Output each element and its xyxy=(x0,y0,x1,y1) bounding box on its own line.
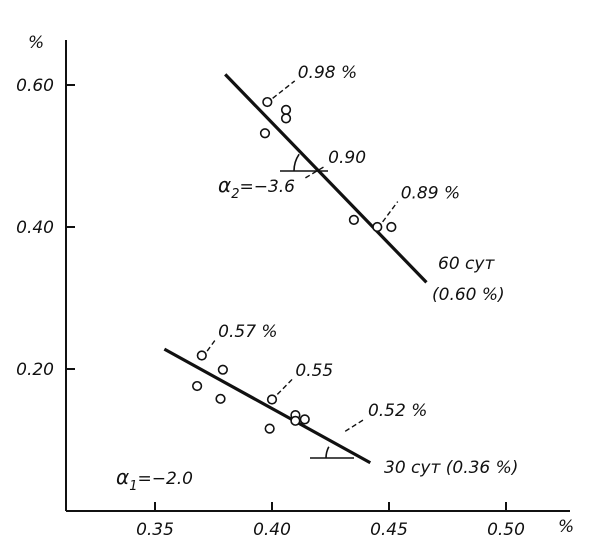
x-ticks: 0.35 0.40 0.45 0.50 xyxy=(136,502,525,540)
series-0-point-3 xyxy=(259,128,271,139)
series-1-slope-symbol: α xyxy=(116,465,129,489)
series-0-end-label-1: 60 сут xyxy=(438,254,495,274)
series-1: 0.57 % 0.55 0.52 % α1=−2.0 30 сут (0.36 %) xyxy=(116,322,518,494)
x-tick-label-1: 0.40 xyxy=(253,520,291,540)
y-tick-label-1: 0.40 xyxy=(16,218,54,238)
series-1-fit-line xyxy=(163,347,372,465)
y-tick-label-2: 0.60 xyxy=(16,76,54,96)
series-0-slope-symbol: α xyxy=(218,173,231,197)
series-1-slope-subscript: 1 xyxy=(129,479,137,494)
y-axis: 0.20 0.40 0.60 % xyxy=(16,33,75,511)
series-1-point-3 xyxy=(215,393,226,404)
series-layer: 0.98 %0.900.89 %α2=−3.660 сут(0.60 %)0.5… xyxy=(116,63,518,494)
series-1-label-leader-1 xyxy=(276,378,293,395)
y-ticks: 0.20 0.40 0.60 xyxy=(16,76,75,380)
series-1-point-4 xyxy=(266,394,278,405)
series-1-angle-arc xyxy=(325,446,330,459)
series-0-point-2 xyxy=(280,113,292,124)
x-axis: 0.35 0.40 0.45 0.50 % xyxy=(66,502,574,540)
series-1-point-0 xyxy=(196,350,207,361)
series-0-point-1 xyxy=(280,104,292,115)
series-0-point-6 xyxy=(386,221,397,233)
y-axis-label: % xyxy=(28,33,44,53)
series-0-point-label-1: 0.90 xyxy=(328,148,366,168)
series-0-label-leader-2 xyxy=(382,201,399,223)
series-0-fit-line xyxy=(224,73,428,284)
series-0-label-leader-0 xyxy=(272,80,296,99)
series-0-point-5 xyxy=(372,221,383,233)
series-1-slope-value: =−2.0 xyxy=(137,469,193,489)
series-0-point-0 xyxy=(262,96,273,108)
series-1-slope-label: α1=−2.0 xyxy=(116,465,193,494)
series-1-point-2 xyxy=(192,380,203,392)
series-1-point-6 xyxy=(299,414,310,425)
series-1-point-7 xyxy=(290,415,301,426)
series-0-point-4 xyxy=(348,214,360,225)
series-1-label-leader-2 xyxy=(344,418,366,432)
series-0-label-leader-1 xyxy=(305,165,326,179)
series-1-point-1 xyxy=(217,364,228,375)
series-1-end-label-1: 30 сут (0.36 %) xyxy=(384,458,518,478)
series-0-point-label-2: 0.89 % xyxy=(401,184,460,204)
series-0-slope-label: α2=−3.6 xyxy=(218,173,295,202)
y-tick-label-0: 0.20 xyxy=(16,360,54,380)
series-1-point-label-1: 0.55 xyxy=(295,361,333,381)
series-0-slope-subscript: 2 xyxy=(231,187,239,202)
series-0-slope-value: =−3.6 xyxy=(239,177,295,197)
series-0-end-label-2: (0.60 %) xyxy=(432,285,505,305)
series-1-point-label-0: 0.57 % xyxy=(218,322,277,342)
series-1-point-8 xyxy=(264,423,275,434)
series-1-label-leader-0 xyxy=(206,339,216,352)
x-tick-label-2: 0.45 xyxy=(370,520,408,540)
series-0-point-label-0: 0.98 % xyxy=(298,63,357,83)
series-0-angle-arc xyxy=(293,153,300,172)
x-tick-label-3: 0.50 xyxy=(487,520,525,540)
x-tick-label-0: 0.35 xyxy=(136,520,174,540)
series-0: 0.98 % 0.90 0.89 % α2=−3.6 60 сут (0.60 %) xyxy=(218,63,505,305)
x-axis-label: % xyxy=(558,517,574,537)
series-1-point-label-2: 0.52 % xyxy=(368,401,427,421)
